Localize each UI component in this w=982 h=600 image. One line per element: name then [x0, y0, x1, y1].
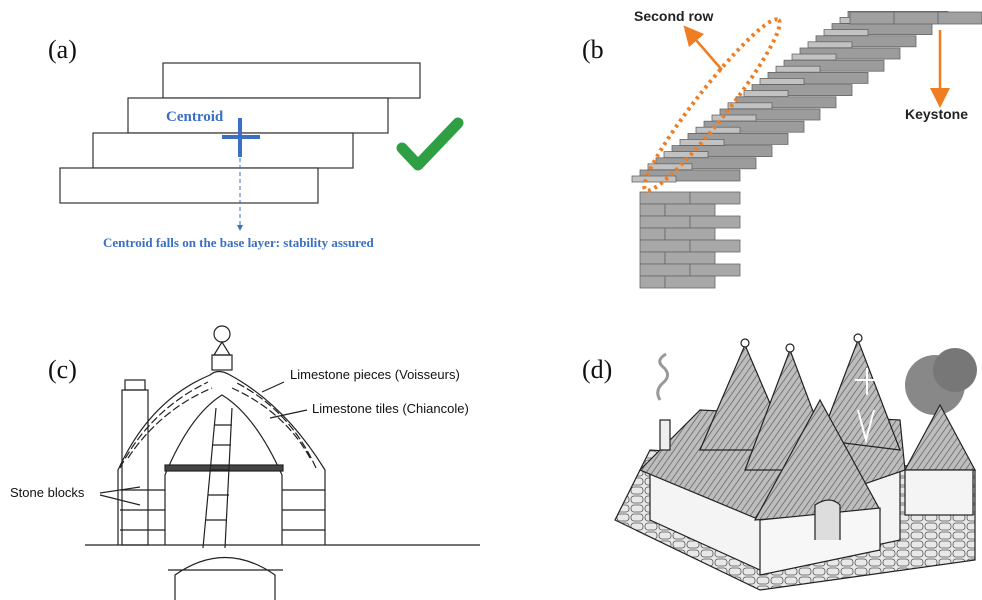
brick — [665, 228, 715, 240]
arrow — [690, 33, 722, 70]
annotation: Limestone tiles (Chiancole) — [312, 401, 469, 416]
centroid-label: Centroid — [166, 109, 224, 125]
brick — [632, 176, 676, 182]
caption: Centroid falls on the base layer: stabil… — [103, 235, 374, 250]
brick — [640, 216, 690, 228]
brick — [640, 228, 665, 240]
panel-b: (b Second row Keystone — [582, 8, 982, 288]
brick — [665, 276, 715, 288]
panel-label: (a) — [48, 35, 77, 64]
brick — [850, 12, 894, 24]
panel-label: (d) — [582, 355, 612, 384]
brick — [824, 30, 868, 36]
brick — [792, 54, 836, 60]
panel-d: (d) — [582, 334, 977, 590]
brick — [640, 192, 690, 204]
panel-c: (c) Limestone pieces (Voisseurs) Limesto… — [10, 326, 480, 600]
brick — [640, 240, 690, 252]
brick — [760, 78, 804, 84]
brick — [690, 216, 740, 228]
panel-label: (b — [582, 35, 604, 64]
brick — [744, 91, 788, 97]
brick — [640, 264, 690, 276]
brick — [728, 103, 772, 109]
brick — [665, 252, 715, 264]
brick — [894, 12, 938, 24]
corbel-arch — [632, 11, 982, 288]
brick — [696, 127, 740, 133]
keystone-label: Keystone — [905, 106, 968, 122]
brick — [640, 204, 665, 216]
brick — [808, 42, 852, 48]
brick — [665, 204, 715, 216]
brick — [690, 192, 740, 204]
brick — [664, 152, 708, 158]
brick — [648, 164, 692, 170]
brick — [938, 12, 982, 24]
annotation: Limestone pieces (Voisseurs) — [290, 367, 460, 382]
brick — [640, 252, 665, 264]
brick — [640, 276, 665, 288]
brick — [776, 66, 820, 72]
check-mark — [402, 123, 458, 165]
trulli-illustration — [615, 334, 977, 590]
brick — [690, 264, 740, 276]
brick — [690, 240, 740, 252]
second-row-label: Second row — [634, 8, 713, 24]
figure: (a) Centroid Centroid falls on the base … — [0, 0, 982, 600]
annotation: Stone blocks — [10, 485, 85, 500]
panel-label: (c) — [48, 355, 77, 384]
panel-a: (a) Centroid Centroid falls on the base … — [48, 35, 458, 250]
